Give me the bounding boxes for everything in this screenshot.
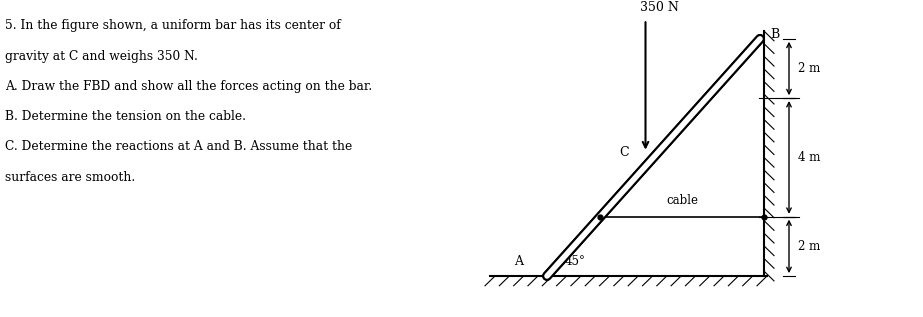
Text: cable: cable: [666, 194, 698, 207]
Text: 4 m: 4 m: [798, 151, 821, 164]
Text: 2 m: 2 m: [798, 62, 821, 75]
Text: A: A: [514, 255, 523, 268]
Text: 5. In the figure shown, a uniform bar has its center of: 5. In the figure shown, a uniform bar ha…: [5, 19, 341, 32]
Text: B: B: [770, 29, 779, 42]
Text: 2 m: 2 m: [798, 240, 821, 253]
Text: gravity at C and weighs 350 N.: gravity at C and weighs 350 N.: [5, 49, 198, 62]
Text: 45°: 45°: [565, 255, 586, 268]
Text: B. Determine the tension on the cable.: B. Determine the tension on the cable.: [5, 110, 246, 123]
Text: A. Draw the FBD and show all the forces acting on the bar.: A. Draw the FBD and show all the forces …: [5, 80, 372, 93]
Text: 350 N: 350 N: [641, 2, 679, 15]
Text: C. Determine the reactions at A and B. Assume that the: C. Determine the reactions at A and B. A…: [5, 140, 353, 153]
Text: surfaces are smooth.: surfaces are smooth.: [5, 171, 136, 184]
Text: C: C: [619, 146, 629, 159]
